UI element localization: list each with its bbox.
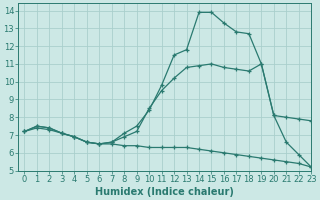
X-axis label: Humidex (Indice chaleur): Humidex (Indice chaleur)	[95, 187, 234, 197]
